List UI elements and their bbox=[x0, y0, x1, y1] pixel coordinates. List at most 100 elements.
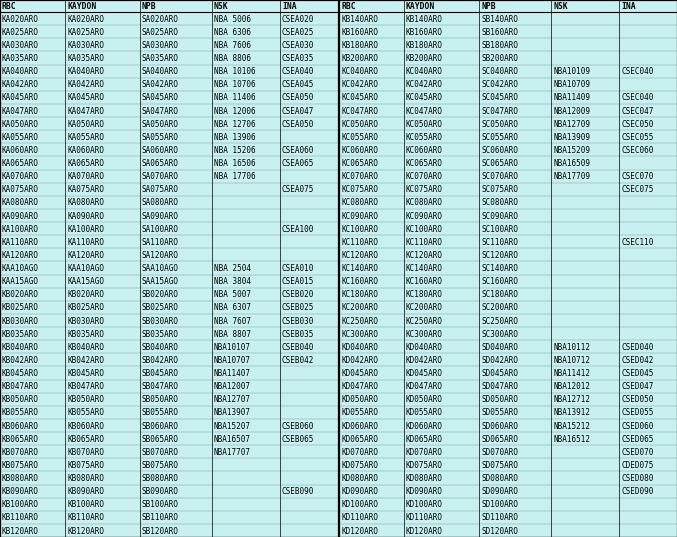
Text: KB025ARO: KB025ARO bbox=[67, 303, 104, 313]
Text: KC047ARO: KC047ARO bbox=[341, 106, 378, 115]
Text: KD040ARO: KD040ARO bbox=[406, 343, 443, 352]
Text: KD060ARO: KD060ARO bbox=[406, 422, 443, 431]
Text: KB075ARO: KB075ARO bbox=[2, 461, 39, 470]
Text: KA050ARO: KA050ARO bbox=[67, 120, 104, 129]
Text: CSEB040: CSEB040 bbox=[282, 343, 314, 352]
Text: KC140ARO: KC140ARO bbox=[406, 264, 443, 273]
Text: SA020ARO: SA020ARO bbox=[142, 14, 179, 24]
Text: KB140ARO: KB140ARO bbox=[341, 14, 378, 24]
Text: KC047ARO: KC047ARO bbox=[406, 106, 443, 115]
Text: KB075ARO: KB075ARO bbox=[67, 461, 104, 470]
Text: NBA10109: NBA10109 bbox=[553, 67, 590, 76]
Text: SB075ARO: SB075ARO bbox=[142, 461, 179, 470]
Text: SD047ARO: SD047ARO bbox=[481, 382, 518, 391]
Text: KB040ARO: KB040ARO bbox=[67, 343, 104, 352]
Text: NBA 5007: NBA 5007 bbox=[214, 291, 251, 299]
Text: RBC: RBC bbox=[341, 2, 355, 11]
Text: KB045ARO: KB045ARO bbox=[2, 369, 39, 378]
Text: CSEA047: CSEA047 bbox=[282, 106, 314, 115]
Text: KD055ARO: KD055ARO bbox=[406, 409, 443, 417]
Text: KC080ARO: KC080ARO bbox=[406, 199, 443, 207]
Bar bbox=[0, 0, 338, 537]
Text: SD060ARO: SD060ARO bbox=[481, 422, 518, 431]
Text: KB200ARO: KB200ARO bbox=[341, 54, 378, 63]
Text: CSEC040: CSEC040 bbox=[621, 93, 653, 103]
Text: NBA 12006: NBA 12006 bbox=[214, 106, 256, 115]
Text: KB042ARO: KB042ARO bbox=[2, 356, 39, 365]
Text: KC075ARO: KC075ARO bbox=[406, 185, 443, 194]
Text: CSEC055: CSEC055 bbox=[621, 133, 653, 142]
Text: CSEA040: CSEA040 bbox=[282, 67, 314, 76]
Text: CSEC050: CSEC050 bbox=[621, 120, 653, 129]
Text: CSED090: CSED090 bbox=[621, 487, 653, 496]
Text: SA060ARO: SA060ARO bbox=[142, 146, 179, 155]
Text: NBA11412: NBA11412 bbox=[553, 369, 590, 378]
Text: KD070ARO: KD070ARO bbox=[406, 448, 443, 457]
Text: SC070ARO: SC070ARO bbox=[481, 172, 518, 181]
Text: SB200ARO: SB200ARO bbox=[481, 54, 518, 63]
Text: KD047ARO: KD047ARO bbox=[341, 382, 378, 391]
Text: KA047ARO: KA047ARO bbox=[67, 106, 104, 115]
Text: SA030ARO: SA030ARO bbox=[142, 41, 179, 50]
Text: NBA 12706: NBA 12706 bbox=[214, 120, 256, 129]
Text: KC300ARO: KC300ARO bbox=[341, 330, 378, 339]
Text: NBA10707: NBA10707 bbox=[214, 356, 251, 365]
Text: SD040ARO: SD040ARO bbox=[481, 343, 518, 352]
Text: KD050ARO: KD050ARO bbox=[406, 395, 443, 404]
Text: KD060ARO: KD060ARO bbox=[341, 422, 378, 431]
Text: KB100ARO: KB100ARO bbox=[2, 500, 39, 509]
Text: KA080ARO: KA080ARO bbox=[2, 199, 39, 207]
Text: KA070ARO: KA070ARO bbox=[2, 172, 39, 181]
Text: KC050ARO: KC050ARO bbox=[406, 120, 443, 129]
Text: KC060ARO: KC060ARO bbox=[341, 146, 378, 155]
Text: KB040ARO: KB040ARO bbox=[2, 343, 39, 352]
Text: KA120ARO: KA120ARO bbox=[2, 251, 39, 260]
Text: CSEA050: CSEA050 bbox=[282, 93, 314, 103]
Text: KD040ARO: KD040ARO bbox=[341, 343, 378, 352]
Text: KB020ARO: KB020ARO bbox=[2, 291, 39, 299]
Text: SA110ARO: SA110ARO bbox=[142, 238, 179, 247]
Text: KA080ARO: KA080ARO bbox=[67, 199, 104, 207]
Text: NSK: NSK bbox=[214, 2, 229, 11]
Text: CSEA045: CSEA045 bbox=[282, 81, 314, 89]
Text: NBA 16506: NBA 16506 bbox=[214, 159, 256, 168]
Text: KD100ARO: KD100ARO bbox=[341, 500, 378, 509]
Text: KB030ARO: KB030ARO bbox=[67, 317, 104, 325]
Text: KD110ARO: KD110ARO bbox=[406, 513, 443, 523]
Text: CSEA015: CSEA015 bbox=[282, 277, 314, 286]
Text: KA040ARO: KA040ARO bbox=[67, 67, 104, 76]
Text: SB065ARO: SB065ARO bbox=[142, 435, 179, 444]
Text: SC120ARO: SC120ARO bbox=[481, 251, 518, 260]
Text: KC045ARO: KC045ARO bbox=[341, 93, 378, 103]
Text: KD070ARO: KD070ARO bbox=[341, 448, 378, 457]
Text: SC080ARO: SC080ARO bbox=[481, 199, 518, 207]
Text: KB080ARO: KB080ARO bbox=[67, 474, 104, 483]
Text: KB055ARO: KB055ARO bbox=[67, 409, 104, 417]
Text: SC200ARO: SC200ARO bbox=[481, 303, 518, 313]
Text: KA055ARO: KA055ARO bbox=[2, 133, 39, 142]
Text: KB180ARO: KB180ARO bbox=[341, 41, 378, 50]
Text: NBA 17706: NBA 17706 bbox=[214, 172, 256, 181]
Text: KC200ARO: KC200ARO bbox=[406, 303, 443, 313]
Text: RBC: RBC bbox=[2, 2, 17, 11]
Text: NBA10709: NBA10709 bbox=[553, 81, 590, 89]
Text: KB055ARO: KB055ARO bbox=[2, 409, 39, 417]
Text: CSED042: CSED042 bbox=[621, 356, 653, 365]
Text: KD120ARO: KD120ARO bbox=[406, 527, 443, 535]
Text: KA020ARO: KA020ARO bbox=[67, 14, 104, 24]
Text: CSEB035: CSEB035 bbox=[282, 330, 314, 339]
Text: NBA 2504: NBA 2504 bbox=[214, 264, 251, 273]
Text: SB060ARO: SB060ARO bbox=[142, 422, 179, 431]
Text: KB050ARO: KB050ARO bbox=[2, 395, 39, 404]
Text: KA042ARO: KA042ARO bbox=[67, 81, 104, 89]
Text: SA025ARO: SA025ARO bbox=[142, 28, 179, 37]
Text: KB080ARO: KB080ARO bbox=[2, 474, 39, 483]
Text: KD120ARO: KD120ARO bbox=[341, 527, 378, 535]
Text: KC042ARO: KC042ARO bbox=[341, 81, 378, 89]
Text: NBA12012: NBA12012 bbox=[553, 382, 590, 391]
Text: NPB: NPB bbox=[481, 2, 496, 11]
Text: SC090ARO: SC090ARO bbox=[481, 212, 518, 221]
Text: KA030ARO: KA030ARO bbox=[67, 41, 104, 50]
Text: KD090ARO: KD090ARO bbox=[341, 487, 378, 496]
Text: NBA 11406: NBA 11406 bbox=[214, 93, 256, 103]
